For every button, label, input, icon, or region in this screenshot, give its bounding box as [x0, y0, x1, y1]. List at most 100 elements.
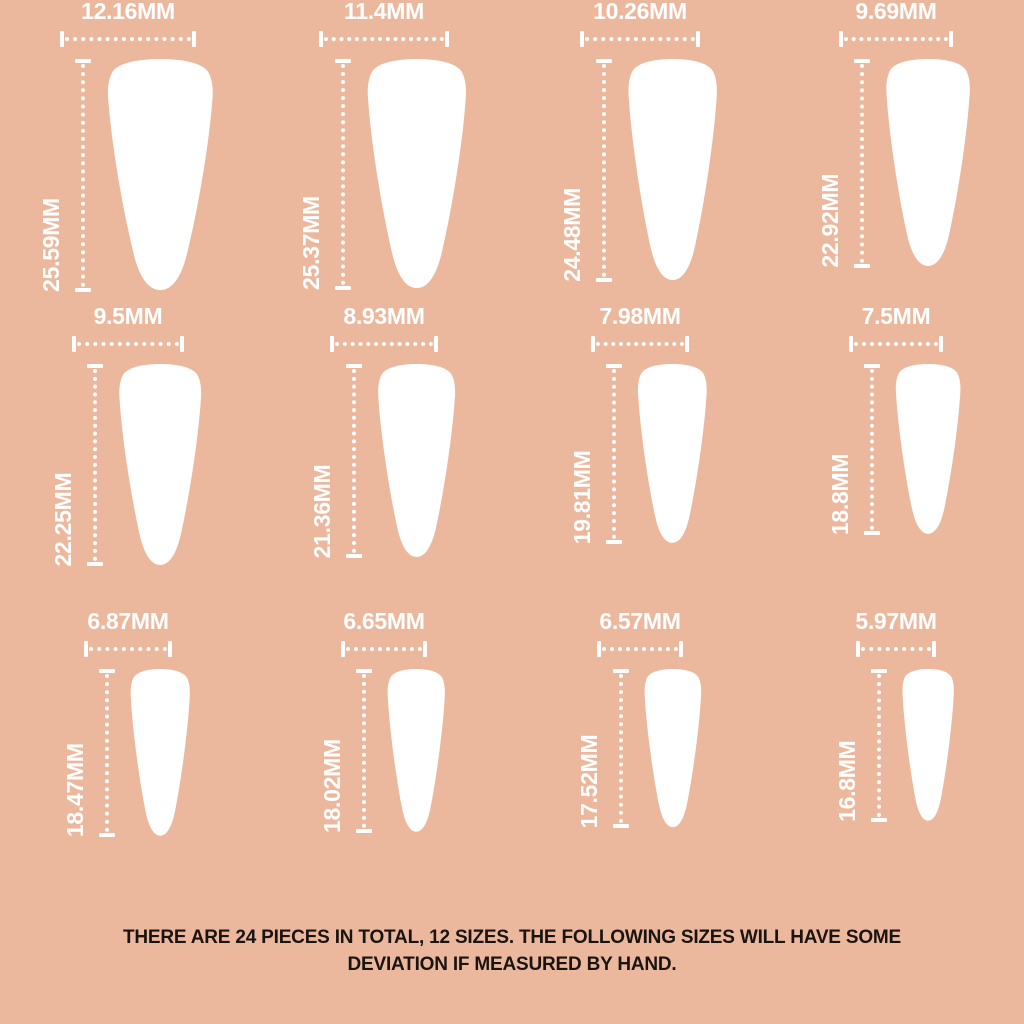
dimension-cap-left — [71, 336, 76, 352]
nail-shape — [643, 669, 703, 828]
nail-height-label: 18.02MM — [319, 739, 346, 833]
nail-size-cell-inner: 5.97MM 16.8MM — [768, 610, 1024, 915]
dimension-cap-bottom — [75, 287, 92, 292]
nail-width-dimension-line — [838, 31, 954, 47]
dimension-dotted-line — [345, 647, 423, 651]
dimension-cap-right — [444, 31, 449, 47]
dimension-cap-top — [595, 59, 612, 63]
dimension-cap-right — [433, 336, 438, 352]
nail-silhouette-icon — [644, 669, 701, 828]
nail-height-dimension-line — [864, 364, 881, 536]
nail-height-label: 25.59MM — [38, 198, 65, 292]
nail-height-label: 22.92MM — [817, 173, 844, 268]
dimension-cap-right — [678, 641, 683, 657]
dimension-cap-right — [939, 336, 944, 352]
nail-shape — [105, 59, 216, 292]
dimension-cap-left — [319, 31, 324, 47]
nail-height-dimension-line — [871, 669, 888, 822]
dimension-cap-right — [949, 31, 954, 47]
dimension-cap-top — [345, 364, 362, 368]
dimension-cap-bottom — [87, 562, 104, 567]
nail-shape — [365, 59, 469, 290]
dimension-cap-top — [854, 59, 871, 63]
dimension-cap-left — [340, 641, 345, 657]
dimension-dotted-line — [860, 64, 865, 263]
nail-width-dimension-line — [330, 336, 438, 352]
nail-width-label: 6.57MM — [599, 608, 681, 634]
dimension-cap-top — [75, 59, 92, 63]
nail-height-dimension-line — [606, 364, 623, 545]
nail-size-cell-inner: 8.93MM 21.36MM — [256, 305, 512, 610]
dimension-cap-right — [192, 31, 197, 47]
nail-width-dimension-line — [590, 336, 690, 352]
nail-size-cell-body: 21.36MM — [308, 364, 457, 559]
nail-silhouette-icon — [108, 59, 213, 291]
nail-size-cell: 10.26MM 24.48MM — [512, 0, 768, 305]
dimension-cap-left — [83, 641, 88, 657]
nail-size-cell: 6.65MM 18.02MM — [256, 610, 512, 915]
nail-height-dimension-line — [612, 669, 629, 829]
nail-silhouette-icon — [378, 364, 455, 557]
dimension-cap-bottom — [356, 828, 373, 833]
nail-size-cell: 11.4MM 25.37MM — [256, 0, 512, 305]
nail-size-cell-body: 17.52MM — [576, 669, 703, 829]
nail-height-label: 24.48MM — [558, 187, 585, 282]
dimension-cap-top — [356, 669, 373, 673]
dimension-dotted-line — [601, 64, 606, 277]
nail-height-label: 16.8MM — [834, 740, 861, 822]
nail-shape — [117, 364, 203, 566]
nail-height-label: 18.47MM — [62, 743, 89, 838]
nail-size-cell-body: 18.47MM — [62, 669, 192, 838]
dimension-cap-top — [606, 364, 623, 368]
footer-line-2: DEVIATION IF MEASURED BY HAND. — [347, 953, 677, 975]
dimension-dotted-line — [335, 342, 433, 346]
dimension-dotted-line — [602, 647, 678, 651]
nail-width-label: 8.93MM — [343, 303, 425, 329]
nail-width-label: 5.97MM — [855, 608, 937, 634]
nail-silhouette-icon — [638, 364, 707, 543]
nail-size-cell-body: 25.37MM — [298, 59, 469, 290]
nail-width-label: 9.69MM — [855, 0, 937, 24]
dimension-cap-left — [838, 31, 843, 47]
nail-width-dimension-line — [340, 641, 428, 657]
nail-size-cell-body: 18.8MM — [827, 364, 962, 536]
nail-size-cell-inner: 9.5MM 22.25MM — [0, 305, 256, 610]
footer-line-1: THERE ARE 24 PIECES IN TOTAL, 12 SIZES. … — [122, 927, 901, 948]
nail-size-cell-inner: 10.26MM 24.48MM — [512, 0, 768, 305]
nail-shape — [901, 669, 955, 822]
dimension-cap-right — [423, 641, 428, 657]
nail-size-cell: 9.69MM 22.92MM — [768, 0, 1024, 305]
dimension-dotted-line — [595, 342, 685, 346]
nail-width-label: 7.98MM — [599, 303, 681, 329]
dimension-dotted-line — [105, 674, 110, 833]
dimension-dotted-line — [81, 64, 86, 287]
nail-size-cell: 7.5MM 18.8MM — [768, 305, 1024, 610]
dimension-dotted-line — [618, 674, 623, 824]
dimension-cap-left — [330, 336, 335, 352]
nail-size-cell-inner: 9.69MM 22.92MM — [768, 0, 1024, 305]
nail-size-grid: 12.16MM 25.59MM 11.4MM 25.37MM 10.26MM 24.48M… — [0, 0, 1024, 915]
nail-height-label: 21.36MM — [308, 464, 335, 559]
nail-height-dimension-line — [99, 669, 116, 838]
nail-silhouette-icon — [896, 364, 961, 534]
nail-silhouette-icon — [387, 669, 446, 832]
nail-height-label: 19.81MM — [569, 450, 596, 545]
dimension-cap-bottom — [595, 277, 612, 282]
nail-width-dimension-line — [855, 641, 937, 657]
nail-width-dimension-line — [848, 336, 944, 352]
nail-size-cell-inner: 11.4MM 25.37MM — [256, 0, 512, 305]
dimension-dotted-line — [324, 37, 444, 41]
nail-silhouette-icon — [367, 59, 466, 289]
dimension-cap-top — [871, 669, 888, 673]
nail-height-dimension-line — [87, 364, 104, 567]
nail-width-label: 10.26MM — [593, 0, 687, 24]
dimension-cap-left — [59, 31, 64, 47]
nail-size-cell-body: 24.48MM — [558, 59, 719, 282]
nail-shape — [386, 669, 447, 833]
nail-silhouette-icon — [628, 59, 717, 281]
nail-height-label: 18.8MM — [827, 453, 854, 536]
nail-size-cell-body: 25.59MM — [38, 59, 216, 292]
nail-silhouette-icon — [886, 59, 971, 266]
dimension-dotted-line — [870, 369, 875, 531]
dimension-cap-left — [590, 336, 595, 352]
